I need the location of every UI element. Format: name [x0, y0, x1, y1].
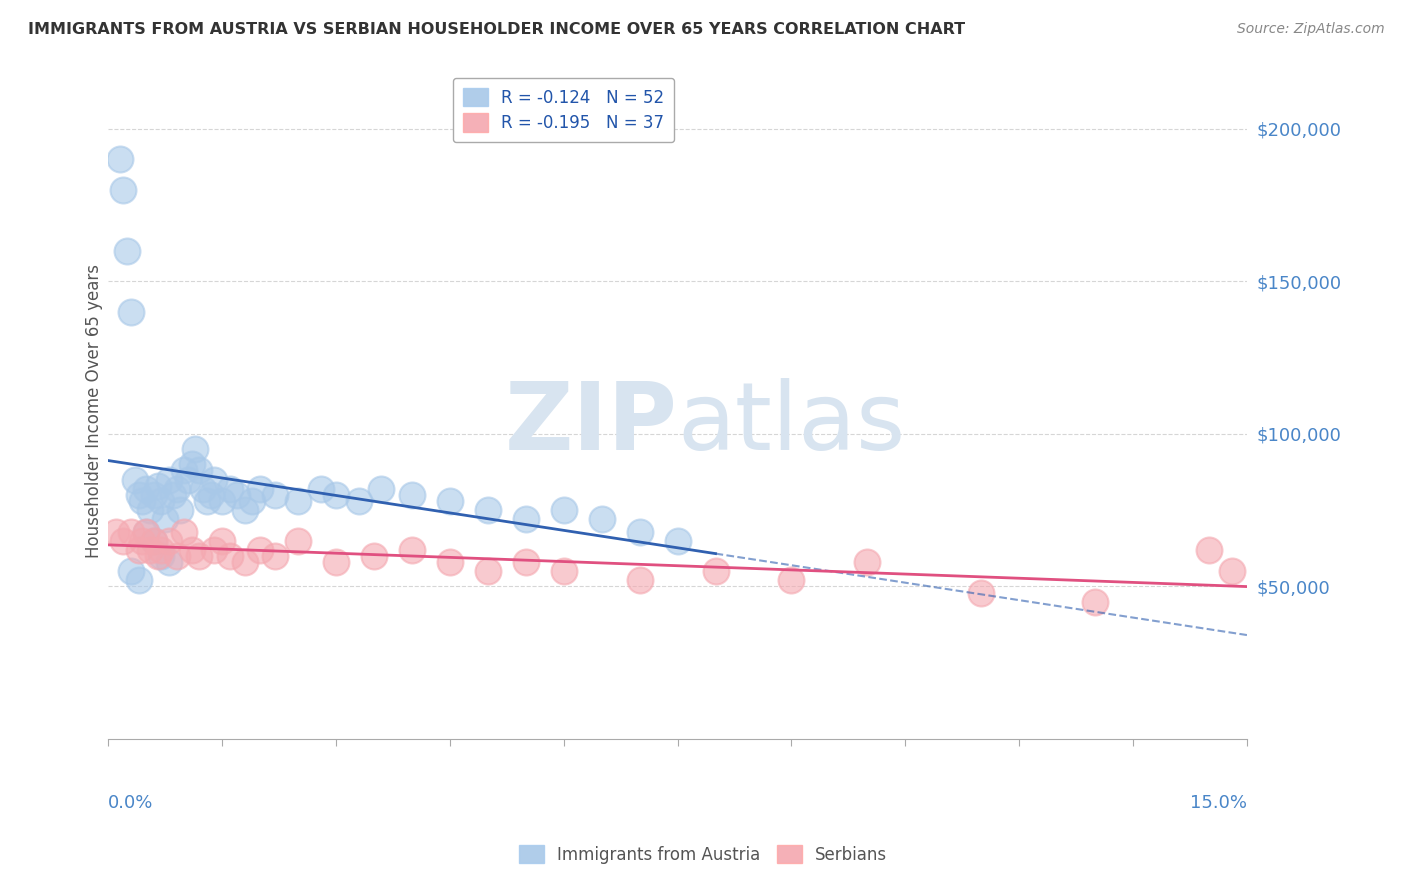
Point [287, 533, 309, 548]
Point [124, 473, 146, 487]
Point [242, 494, 264, 508]
Point [166, 549, 188, 563]
Point [200, 488, 222, 502]
Point [1198, 542, 1220, 557]
Point [153, 512, 176, 526]
Point [628, 524, 651, 539]
Text: Source: ZipAtlas.com: Source: ZipAtlas.com [1237, 22, 1385, 37]
Point [591, 512, 613, 526]
Point [112, 533, 135, 548]
Point [553, 503, 575, 517]
Point [233, 555, 256, 569]
Point [204, 542, 226, 557]
Point [142, 533, 165, 548]
Point [515, 512, 537, 526]
Point [211, 533, 233, 548]
Point [1084, 595, 1107, 609]
Point [131, 494, 153, 508]
Point [325, 555, 347, 569]
Point [309, 482, 332, 496]
Point [139, 542, 162, 557]
Point [150, 542, 173, 557]
Point [120, 564, 142, 578]
Point [104, 524, 127, 539]
Point [131, 533, 153, 548]
Point [128, 488, 150, 502]
Text: 0.0%: 0.0% [108, 794, 153, 812]
Point [120, 305, 142, 319]
Point [115, 244, 138, 258]
Point [128, 574, 150, 588]
Point [188, 463, 211, 477]
Point [180, 458, 202, 472]
Point [184, 442, 207, 456]
Text: 15.0%: 15.0% [1189, 794, 1247, 812]
Point [173, 524, 195, 539]
Text: IMMIGRANTS FROM AUSTRIA VS SERBIAN HOUSEHOLDER INCOME OVER 65 YEARS CORRELATION : IMMIGRANTS FROM AUSTRIA VS SERBIAN HOUSE… [28, 22, 966, 37]
Y-axis label: Householder Income Over 65 years: Householder Income Over 65 years [86, 264, 103, 558]
Point [157, 555, 180, 569]
Point [139, 503, 162, 517]
Point [249, 542, 271, 557]
Point [211, 494, 233, 508]
Point [1220, 564, 1243, 578]
Point [162, 488, 184, 502]
Point [135, 482, 157, 496]
Point [128, 542, 150, 557]
Point [204, 473, 226, 487]
Point [146, 549, 169, 563]
Point [120, 524, 142, 539]
Point [325, 488, 347, 502]
Point [363, 549, 385, 563]
Point [188, 549, 211, 563]
Point [218, 482, 240, 496]
Point [264, 549, 287, 563]
Point [370, 482, 392, 496]
Point [704, 564, 727, 578]
Point [233, 503, 256, 517]
Point [135, 524, 157, 539]
Point [264, 488, 287, 502]
Point [157, 533, 180, 548]
Point [477, 503, 499, 517]
Point [150, 494, 173, 508]
Point [180, 542, 202, 557]
Point [146, 479, 169, 493]
Point [218, 549, 240, 563]
Point [173, 463, 195, 477]
Point [780, 574, 803, 588]
Point [169, 503, 191, 517]
Point [856, 555, 879, 569]
Point [226, 488, 249, 502]
Point [439, 494, 461, 508]
Point [191, 482, 214, 496]
Point [166, 482, 188, 496]
Point [287, 494, 309, 508]
Point [553, 564, 575, 578]
Point [157, 473, 180, 487]
Point [108, 152, 131, 166]
Legend: R = -0.124   N = 52, R = -0.195   N = 37: R = -0.124 N = 52, R = -0.195 N = 37 [453, 78, 675, 142]
Point [439, 555, 461, 569]
Point [150, 549, 173, 563]
Point [195, 494, 218, 508]
Point [177, 473, 200, 487]
Point [142, 533, 165, 548]
Text: ZIP: ZIP [505, 378, 678, 470]
Point [477, 564, 499, 578]
Legend: Immigrants from Austria, Serbians: Immigrants from Austria, Serbians [512, 838, 894, 871]
Point [249, 482, 271, 496]
Point [666, 533, 689, 548]
Text: atlas: atlas [678, 378, 905, 470]
Point [628, 574, 651, 588]
Point [135, 524, 157, 539]
Point [142, 488, 165, 502]
Point [112, 183, 135, 197]
Point [347, 494, 370, 508]
Point [515, 555, 537, 569]
Point [401, 542, 423, 557]
Point [401, 488, 423, 502]
Point [970, 585, 993, 599]
